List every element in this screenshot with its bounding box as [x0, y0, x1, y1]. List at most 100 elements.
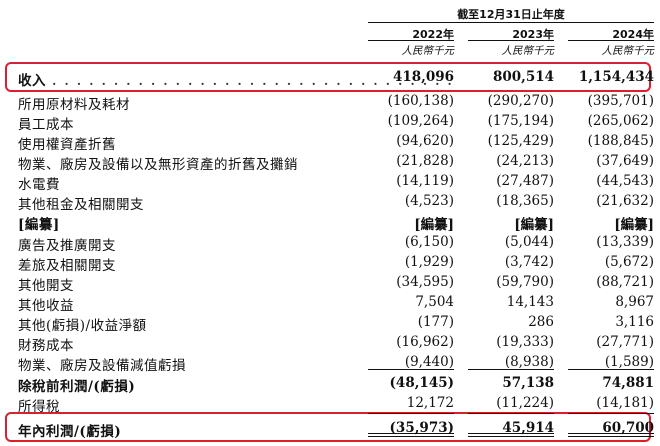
value-cell: (6,150)	[404, 234, 454, 250]
table-row: 所用原材料及耗材 (160,138) (290,270) (395,701)	[0, 92, 660, 113]
dot-leader: . . . . . . . . . . . . . . . . . . . . …	[46, 74, 454, 88]
value-cell: (48,145)	[389, 375, 454, 391]
value-cell: (160,138)	[387, 93, 454, 109]
table-row: 物業、廠房及設備減值虧損 (9,440) (8,938) (1,589)	[0, 353, 660, 374]
row-label: 差旅及相關開支	[18, 254, 116, 274]
value-cell: (9,440)	[404, 354, 454, 370]
value-cell: 74,881	[602, 375, 654, 391]
row-label-text: [編纂]	[18, 217, 60, 233]
total-rule-2022	[368, 413, 454, 414]
year-2022-rule	[368, 40, 454, 41]
year-2023-header: 2023年	[512, 28, 554, 41]
table-row: 除稅前利潤/(虧損) (48,145) 57,138 74,881	[0, 374, 660, 395]
value-cell: (265,062)	[587, 113, 654, 129]
unit-label-2024: 人民幣千元	[601, 45, 655, 57]
row-label-text: 員工成本	[18, 117, 74, 133]
row-label: 財務成本	[18, 334, 74, 354]
row-label-text: 其他租金及相關開支	[18, 197, 144, 213]
row-label-text: 其他開支	[18, 278, 74, 294]
value-cell: [編纂]	[614, 217, 654, 233]
value-cell: (4,523)	[404, 193, 454, 209]
total-rule-2024	[568, 413, 654, 414]
table-row: 差旅及相關開支 (1,929) (3,742) (5,672)	[0, 253, 660, 274]
table-row: 收入 . . . . . . . . . . . . . . . . . . .…	[0, 68, 660, 89]
value-cell: (125,429)	[487, 133, 554, 149]
value-cell: (1,929)	[404, 254, 454, 270]
period-header: 截至12月31日止年度	[457, 8, 565, 21]
year-2022-header: 2022年	[412, 28, 454, 41]
value-cell: 3,116	[615, 314, 654, 330]
value-cell: (290,270)	[487, 93, 554, 109]
row-label: 所用原材料及耗材	[18, 93, 130, 113]
row-label: 物業、廠房及設備減值虧損	[18, 354, 186, 374]
value-cell: (109,264)	[387, 113, 454, 129]
table-row: 其他租金及相關開支 (4,523) (18,365) (21,632)	[0, 192, 660, 213]
row-label-text: 年內利潤/(虧損)	[18, 424, 122, 440]
value-cell: (175,194)	[487, 113, 554, 129]
row-label-text: 收入	[18, 73, 46, 89]
row-label: 員工成本	[18, 113, 74, 133]
value-cell: (44,543)	[596, 173, 654, 189]
value-cell: 286	[528, 314, 554, 330]
value-cell: (1,589)	[604, 354, 654, 370]
row-label-text: 其他(虧損)/收益淨額	[18, 318, 147, 334]
total-double-rule-2024	[568, 433, 654, 437]
total-double-rule-2023	[468, 433, 554, 437]
value-cell: 45,914	[502, 420, 554, 436]
subtotal-rule-2023	[468, 369, 554, 370]
value-cell: (13,339)	[596, 234, 654, 250]
table-row: 廣告及推廣開支 (6,150) (5,044) (13,339)	[0, 233, 660, 254]
value-cell: 60,700	[602, 420, 654, 436]
row-label-text: 廣告及推廣開支	[18, 238, 116, 254]
total-double-rule-2022	[368, 433, 454, 437]
value-cell: (27,487)	[496, 173, 554, 189]
row-label-text: 所用原材料及耗材	[18, 97, 130, 113]
row-label-text: 使用權資產折舊	[18, 137, 116, 153]
table-row: 其他收益 7,504 14,143 8,967	[0, 293, 660, 314]
value-cell: [編纂]	[514, 217, 554, 233]
table-row: 其他開支 (34,595) (59,790) (88,721)	[0, 273, 660, 294]
value-cell: 418,096	[392, 69, 454, 85]
profit-highlight-box	[5, 412, 651, 442]
table-row: 年內利潤/(虧損) (35,973) 45,914 60,700	[0, 419, 660, 440]
value-cell: 14,143	[506, 294, 554, 310]
total-rule-2023	[468, 413, 554, 414]
value-cell: (177)	[417, 314, 454, 330]
row-label: [編纂]	[18, 213, 60, 233]
row-label-text: 財務成本	[18, 338, 74, 354]
value-cell: 8,967	[615, 294, 654, 310]
subtotal-rule-2024	[568, 369, 654, 370]
table-row: 所得稅 12,172 (11,224) (14,181)	[0, 394, 660, 415]
value-cell: 57,138	[502, 375, 554, 391]
unit-label-2023: 人民幣千元	[501, 45, 555, 57]
table-row: 其他(虧損)/收益淨額 (177) 286 3,116	[0, 313, 660, 334]
table-row: 使用權資產折舊 (94,620) (125,429) (188,845)	[0, 132, 660, 153]
row-label: 其他租金及相關開支	[18, 193, 144, 213]
value-cell: 7,504	[415, 294, 454, 310]
value-cell: (395,701)	[587, 93, 654, 109]
row-label-text: 其他收益	[18, 298, 74, 314]
row-label-text: 物業、廠房及設備以及無形資產的折舊及攤銷	[18, 157, 298, 173]
row-label: 物業、廠房及設備以及無形資產的折舊及攤銷	[18, 153, 298, 173]
value-cell: 800,514	[492, 69, 554, 85]
value-cell: (88,721)	[596, 274, 654, 290]
row-label-text: 物業、廠房及設備減值虧損	[18, 358, 186, 374]
row-label: 水電費	[18, 173, 60, 193]
unit-label-2022: 人民幣千元	[401, 45, 455, 57]
table-row: 水電費 (14,119) (27,487) (44,543)	[0, 172, 660, 193]
row-label: 其他開支	[18, 274, 74, 294]
value-cell: (188,845)	[587, 133, 654, 149]
row-label: 除稅前利潤/(虧損)	[18, 375, 135, 395]
row-label-text: 除稅前利潤/(虧損)	[18, 379, 136, 395]
row-label: 年內利潤/(虧損)	[18, 420, 121, 440]
year-2024-rule	[568, 40, 654, 41]
value-cell: (59,790)	[496, 274, 554, 290]
row-label-text: 差旅及相關開支	[18, 258, 116, 274]
subtotal-rule-2022	[368, 369, 454, 370]
value-cell: (94,620)	[396, 133, 454, 149]
table-row: [編纂] [編纂] [編纂] [編纂]	[0, 212, 660, 233]
value-cell: (16,962)	[396, 334, 454, 350]
period-header-rule	[368, 22, 654, 23]
row-label: 所得稅	[18, 395, 60, 415]
value-cell: [編纂]	[414, 217, 454, 233]
